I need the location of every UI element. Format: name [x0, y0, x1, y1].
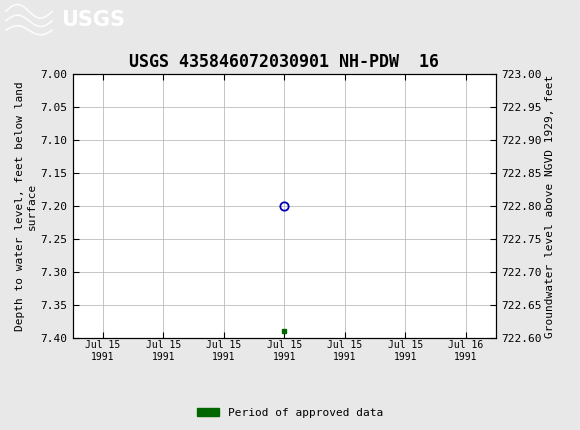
Y-axis label: Depth to water level, feet below land
surface: Depth to water level, feet below land su… — [15, 81, 37, 331]
Legend: Period of approved data: Period of approved data — [193, 403, 387, 422]
Title: USGS 435846072030901 NH-PDW  16: USGS 435846072030901 NH-PDW 16 — [129, 53, 439, 71]
Text: USGS: USGS — [61, 10, 125, 30]
Y-axis label: Groundwater level above NGVD 1929, feet: Groundwater level above NGVD 1929, feet — [545, 74, 556, 338]
